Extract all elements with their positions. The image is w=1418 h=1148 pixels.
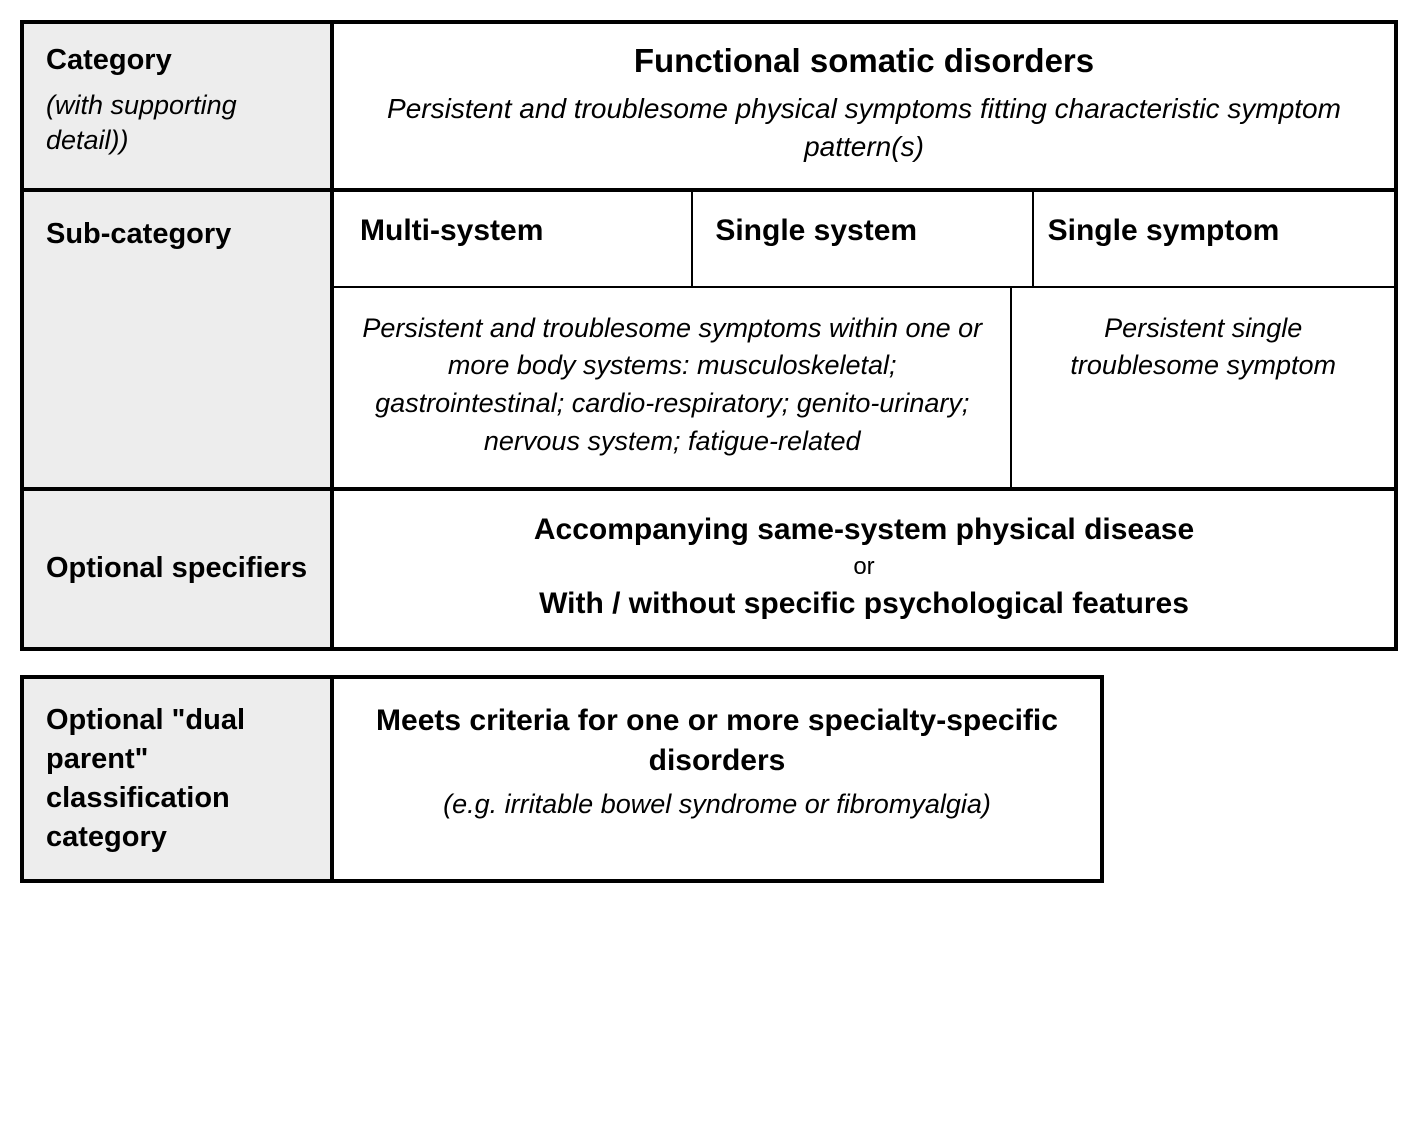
content-subcategory: Multi-system Single system Single sympto… [334, 192, 1394, 487]
subcat-desc-single: Persistent single troublesome symptom [1012, 288, 1394, 487]
specifier-psychological: With / without specific psychological fe… [364, 587, 1364, 621]
row-category: Category (with supporting detail)) Funct… [24, 24, 1394, 192]
specifier-or: or [364, 553, 1364, 581]
label-dual-parent: Optional "dual parent" classification ca… [24, 679, 334, 880]
dual-parent-title: Meets criteria for one or more specialty… [364, 701, 1070, 782]
row-subcategory: Sub-category Multi-system Single system … [24, 192, 1394, 491]
label-category: Category (with supporting detail)) [24, 24, 334, 188]
content-category: Functional somatic disorders Persistent … [334, 24, 1394, 188]
table-gap [20, 651, 1398, 675]
content-specifiers: Accompanying same-system physical diseas… [334, 491, 1394, 647]
label-dual-parent-title: Optional "dual parent" classification ca… [46, 704, 245, 853]
category-description: Persistent and troublesome physical symp… [364, 90, 1364, 166]
content-dual-parent: Meets criteria for one or more specialty… [334, 679, 1100, 880]
subcategory-headers: Multi-system Single system Single sympto… [334, 192, 1394, 288]
label-category-detail: (with supporting detail)) [46, 88, 308, 158]
subcat-multi-system: Multi-system [334, 192, 693, 286]
dual-parent-example: (e.g. irritable bowel syndrome or fibrom… [364, 786, 1070, 824]
label-specifiers-title: Optional specifiers [46, 550, 308, 588]
row-specifiers: Optional specifiers Accompanying same-sy… [24, 491, 1394, 647]
subcategory-descriptions: Persistent and troublesome symptoms with… [334, 288, 1394, 487]
specifier-physical-disease: Accompanying same-system physical diseas… [364, 513, 1364, 547]
category-title: Functional somatic disorders [364, 42, 1364, 80]
subcat-single-symptom: Single symptom [1034, 192, 1394, 286]
subcat-single-system: Single system [693, 192, 1033, 286]
classification-table-main: Category (with supporting detail)) Funct… [20, 20, 1398, 651]
label-category-title: Category [46, 42, 308, 80]
classification-table-dual-parent: Optional "dual parent" classification ca… [20, 675, 1104, 884]
subcat-desc-systems: Persistent and troublesome symptoms with… [334, 288, 1012, 487]
label-subcategory: Sub-category [24, 192, 334, 487]
label-specifiers: Optional specifiers [24, 491, 334, 647]
label-subcategory-title: Sub-category [46, 216, 308, 254]
